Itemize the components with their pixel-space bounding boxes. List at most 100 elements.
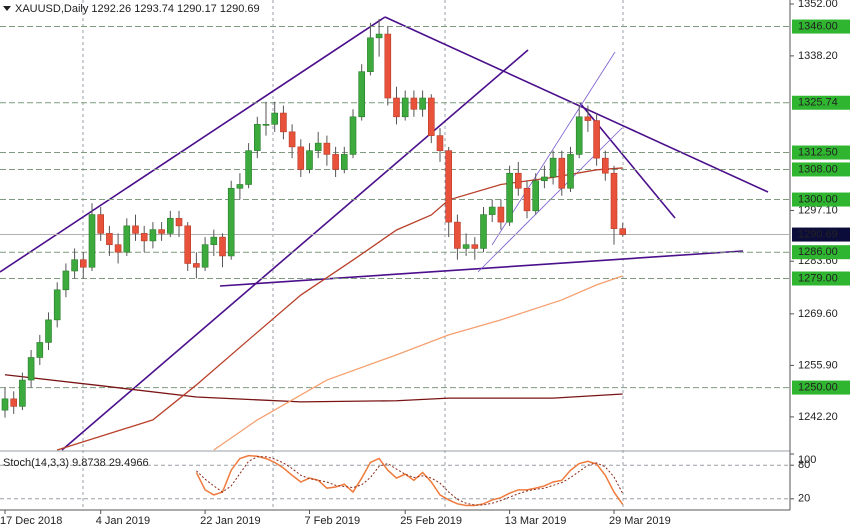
candle-body — [245, 150, 252, 185]
candle-body — [610, 172, 618, 229]
y-tick-label: 100 — [798, 454, 816, 466]
candle-body — [184, 225, 191, 264]
candle-body — [106, 233, 113, 245]
x-tick-label: 4 Jan 2019 — [96, 515, 150, 527]
level-label-box — [792, 271, 850, 286]
y-tick-label: 1297.10 — [798, 204, 838, 216]
candle-body — [53, 289, 61, 321]
candle-body — [506, 172, 513, 223]
candle-body — [114, 244, 122, 253]
candle-body — [149, 229, 157, 242]
candle-body — [158, 229, 165, 234]
candle-body — [271, 112, 279, 125]
candle-body — [36, 342, 44, 358]
candle-body — [175, 218, 183, 227]
candle-body — [201, 244, 209, 268]
level-label-box — [792, 162, 850, 177]
y-tick-label: 80 — [798, 459, 810, 471]
candle-body — [480, 214, 487, 249]
level-label-box — [792, 192, 850, 207]
x-tick-label: 13 Mar 2019 — [505, 515, 567, 527]
x-tick-label: 22 Jan 2019 — [200, 515, 261, 527]
stoch-line — [195, 454, 624, 507]
candle-body — [140, 233, 148, 242]
candle-body — [167, 218, 174, 234]
candle-body — [306, 150, 313, 170]
candle-body — [454, 221, 461, 249]
candle-body — [262, 124, 270, 126]
candle-body — [471, 244, 479, 249]
candle-body — [193, 263, 200, 268]
y-tick-label: 1255.90 — [798, 359, 838, 371]
candle-body — [297, 146, 305, 170]
candle-body — [210, 236, 218, 245]
candle-body — [71, 259, 78, 272]
candle-body — [427, 97, 435, 136]
level-label: 1325.74 — [798, 97, 838, 109]
candle-body — [619, 228, 627, 235]
candle-body — [88, 214, 96, 268]
level-label-box — [792, 380, 850, 395]
candle-body — [314, 142, 322, 151]
level-label: 1286.00 — [798, 246, 838, 258]
candle-body — [27, 357, 35, 381]
level-label: 1312.50 — [798, 146, 838, 158]
candle-body — [575, 116, 583, 155]
candle-body — [532, 180, 540, 212]
candle-body — [393, 97, 400, 118]
x-tick-label: 29 Mar 2019 — [609, 515, 671, 527]
chart-title: XAUUSD,Daily 1292.26 1293.74 1290.17 129… — [15, 3, 260, 15]
candle-body — [584, 116, 592, 121]
level-label: 1308.00 — [798, 163, 838, 175]
candle-body — [384, 33, 392, 99]
candle-body — [488, 206, 496, 215]
candle-body — [541, 176, 548, 182]
candle-body — [523, 187, 531, 212]
candle-body — [367, 37, 374, 72]
candle-body — [514, 172, 522, 189]
candle-body — [254, 124, 261, 151]
candle-body — [288, 131, 296, 148]
candle-body — [462, 244, 470, 249]
y-tick-label: 1269.60 — [798, 308, 838, 320]
candle-body — [227, 187, 235, 257]
level-label-box — [792, 95, 850, 110]
y-tick-label: 1338.20 — [798, 50, 838, 62]
trendline — [384, 16, 769, 193]
candle-body — [332, 154, 339, 170]
candle-body — [549, 157, 557, 178]
moving-average — [213, 275, 623, 451]
candle-body — [410, 97, 418, 110]
candle-body — [123, 225, 131, 253]
candle-body — [349, 116, 357, 155]
candle-body — [340, 154, 348, 170]
last-price-label: 1290.69 — [798, 228, 838, 240]
candle-body — [45, 319, 52, 343]
candle-body — [1, 398, 9, 411]
candle-body — [80, 259, 87, 268]
x-tick-label: 25 Feb 2019 — [400, 515, 462, 527]
level-label-box — [792, 145, 850, 160]
x-tick-label: 7 Feb 2019 — [305, 515, 361, 527]
level-label-box — [792, 19, 850, 34]
candle-body — [132, 225, 139, 234]
y-tick-label: 1242.20 — [798, 411, 838, 423]
level-label: 1250.00 — [798, 381, 838, 393]
candle-body — [358, 71, 366, 118]
menu-icon — [3, 6, 11, 11]
y-tick-label: 20 — [798, 493, 810, 505]
moving-average — [4, 374, 623, 403]
candle-body — [10, 398, 17, 407]
candle-body — [601, 157, 609, 174]
candle-body — [19, 379, 26, 407]
candle-body — [280, 112, 287, 133]
candle-body — [62, 270, 70, 291]
candle-body — [567, 154, 574, 189]
candle-body — [219, 236, 226, 257]
candle-body — [323, 142, 331, 155]
stoch-title: Stoch(14,3,3) 9.8738 29.4966 — [3, 457, 149, 469]
candle-body — [436, 135, 444, 151]
trendline — [61, 49, 529, 451]
